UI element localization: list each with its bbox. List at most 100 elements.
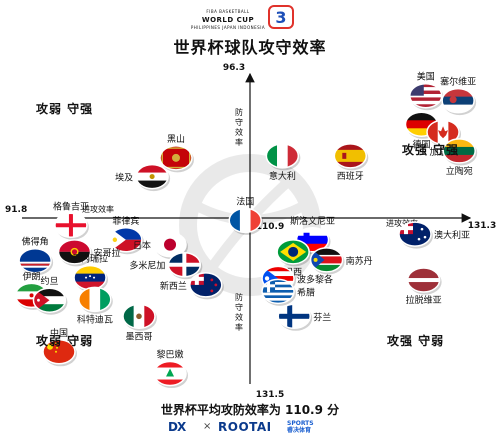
- team-flag-lt-icon: [443, 138, 476, 163]
- flag-stripe: [310, 263, 343, 272]
- team-label: 意大利: [269, 170, 296, 182]
- team-flag-border: [57, 239, 92, 265]
- flag-stripe: [250, 208, 262, 233]
- y-axis-top-label: 96.3: [223, 63, 245, 73]
- flag-stripe: [262, 271, 295, 277]
- team-point: 南苏丹: [309, 247, 373, 275]
- team-flag-cv-icon: [19, 248, 52, 273]
- team-flag-si-icon: [296, 227, 329, 252]
- team-flag-border: [189, 272, 223, 298]
- flag-stripe: [43, 339, 76, 364]
- team-label: 斯洛文尼亚: [290, 215, 335, 227]
- flag-emblem: [85, 276, 88, 279]
- team-label: 德国: [412, 138, 430, 150]
- x-axis-title-left: 进攻效率: [82, 204, 114, 214]
- flag-stripe: [58, 239, 91, 252]
- quadrant-label-bottom-left: 攻弱 守弱: [36, 334, 94, 348]
- flag-stripe: [19, 265, 52, 268]
- team-flag-us-icon: [409, 83, 442, 108]
- quadrant-label-top-left: 攻弱 守强: [36, 102, 94, 116]
- quadrant-label-bottom-right: 攻强 守弱: [387, 334, 445, 348]
- team-flag-border: [42, 339, 76, 365]
- flag-emblem: [420, 227, 424, 231]
- flag-emblem: [55, 342, 58, 345]
- team-label: 芬兰: [313, 311, 331, 323]
- rootai-tag-line-1: SPORTS: [287, 420, 314, 427]
- team-flag-ve-icon: [74, 265, 107, 290]
- team-flag-border: [276, 239, 310, 265]
- team-flag-fr-icon: [229, 208, 262, 233]
- flag-stripe: [443, 146, 476, 156]
- flag-stripe: [229, 208, 241, 233]
- team-label: 伊朗: [23, 270, 41, 282]
- flag-stripe: [405, 112, 438, 121]
- team-point: 美国: [409, 71, 444, 111]
- team-flag-lb-icon: [154, 361, 187, 386]
- flag-stripe: [262, 300, 295, 304]
- team-point: 芬兰: [277, 303, 331, 331]
- y-axis-title-upper-char: 防: [235, 107, 243, 117]
- team-label: 希腊: [297, 286, 315, 298]
- world-cup-emblem-icon: 3: [268, 5, 294, 29]
- team-point: 巴西: [276, 239, 312, 278]
- flag-stripe: [407, 278, 440, 283]
- flag-emblem: [71, 249, 78, 255]
- flag-stripe: [442, 88, 475, 97]
- flag-emblem: [89, 275, 92, 278]
- team-point: 菲律宾: [109, 215, 144, 255]
- flag-stripe: [409, 90, 442, 95]
- team-label: 新西兰: [160, 280, 187, 292]
- flag-stripe: [405, 128, 438, 137]
- flag-stripe: [310, 263, 343, 265]
- flag-stripe: [15, 299, 48, 308]
- y-axis-title-lower-char: 率: [235, 322, 243, 332]
- flag-stripe: [442, 104, 475, 113]
- team-label: 委内瑞拉: [72, 253, 108, 265]
- x-axis-min-label: 91.8: [5, 205, 27, 215]
- flag-stripe: [399, 226, 413, 231]
- flag-stripe: [405, 120, 438, 129]
- team-label: 多米尼加: [129, 260, 165, 272]
- flag-stripe: [74, 273, 107, 282]
- team-flag-border: [441, 87, 475, 114]
- team-point: 多米尼加: [129, 251, 203, 280]
- flag-emblem: [47, 343, 54, 350]
- team-label: 菲律宾: [112, 215, 139, 227]
- team-point: 安哥拉: [57, 239, 121, 267]
- team-flag-fi-icon: [278, 304, 311, 329]
- team-label: 拉脱维亚: [406, 294, 442, 306]
- flag-stripe: [277, 143, 288, 168]
- team-flag-ph-icon: [109, 227, 142, 252]
- team-label: 中国: [50, 327, 68, 339]
- flag-stripe: [427, 120, 439, 145]
- team-label: 日本: [133, 240, 151, 252]
- flag-stripe: [19, 261, 52, 264]
- team-point: 约旦: [32, 275, 68, 315]
- team-flag-border: [333, 143, 368, 169]
- flag-stripe: [33, 288, 66, 297]
- flag-stripe: [262, 287, 295, 291]
- team-flag-border: [398, 221, 432, 247]
- y-axis-title-upper-char: 守: [235, 117, 243, 127]
- team-flag-border: [153, 360, 187, 387]
- y-axis-title-lower-char: 守: [235, 302, 243, 312]
- team-flag-border: [18, 247, 52, 274]
- team-label: 安哥拉: [94, 247, 121, 259]
- flag-stripe: [54, 223, 87, 228]
- team-point: 拉脱维亚: [406, 267, 442, 306]
- team-flag-lv-icon: [407, 268, 440, 293]
- team-flag-border: [277, 303, 311, 330]
- flag-emblem: [288, 246, 299, 257]
- flag-shape: [166, 368, 175, 377]
- team-point: 科特迪瓦: [77, 286, 113, 325]
- team-flag-it-icon: [266, 143, 299, 168]
- svg-text:3: 3: [275, 8, 286, 27]
- flag-shape: [303, 232, 310, 241]
- team-flag-ci-icon: [78, 287, 111, 312]
- team-point: 西班牙: [333, 143, 369, 182]
- flag-emblem: [214, 283, 218, 287]
- team-point: 新西兰: [160, 272, 224, 300]
